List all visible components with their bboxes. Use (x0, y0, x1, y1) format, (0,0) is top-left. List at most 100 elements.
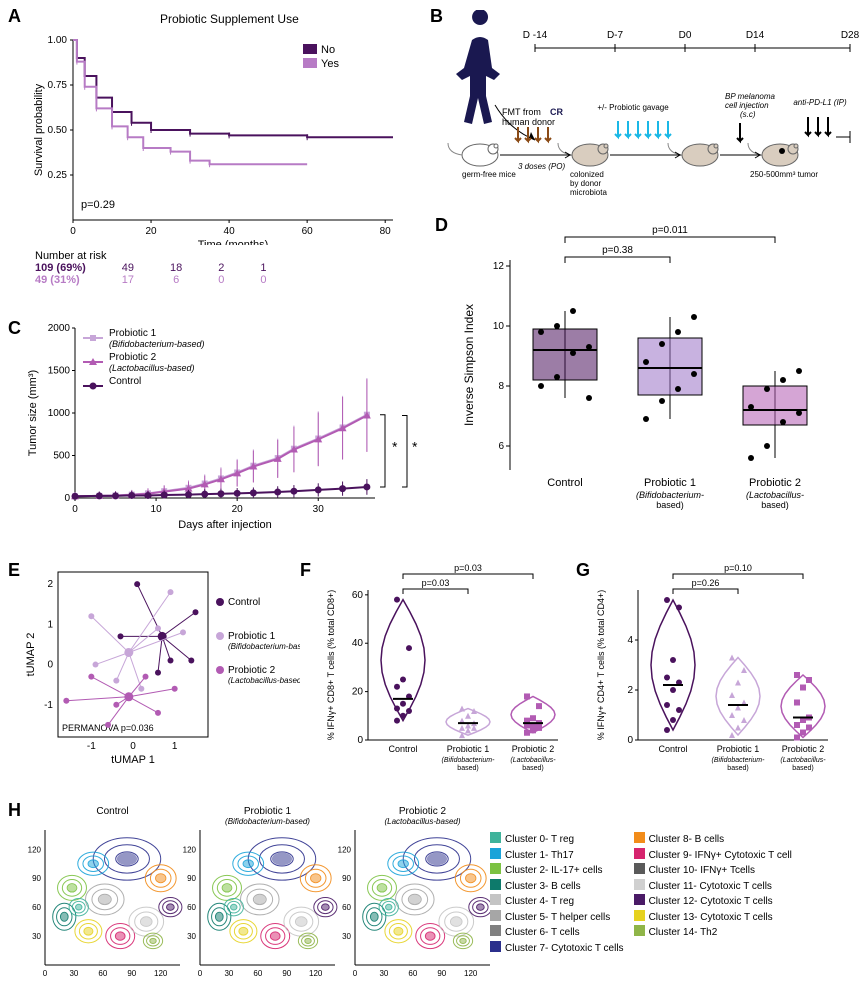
svg-text:0.50: 0.50 (48, 125, 68, 136)
svg-text:0: 0 (43, 969, 48, 978)
svg-text:0: 0 (130, 741, 136, 752)
svg-text:(Bifidobacterium-: (Bifidobacterium- (442, 757, 496, 764)
panelA-risk-table: Number at risk 109 (69%)49182149 (31%)17… (35, 250, 285, 286)
svg-text:60: 60 (302, 226, 314, 237)
svg-text:(Lactobacillus-based): (Lactobacillus-based) (109, 363, 195, 373)
svg-text:germ-free mice: germ-free mice (462, 170, 516, 179)
svg-text:250-500mm³ tumor: 250-500mm³ tumor (750, 170, 818, 179)
svg-text:Days after injection: Days after injection (178, 519, 272, 531)
svg-text:(Bifidobacterium-based): (Bifidobacterium-based) (228, 642, 300, 651)
svg-text:(Lactobacillus-: (Lactobacillus- (780, 757, 826, 764)
svg-text:40: 40 (352, 638, 364, 649)
svg-text:Probiotic 2: Probiotic 2 (512, 744, 555, 754)
svg-text:-1: -1 (44, 700, 53, 711)
svg-text:20: 20 (352, 687, 364, 698)
svg-text:0: 0 (72, 504, 78, 515)
svg-text:Probiotic 2: Probiotic 2 (228, 665, 276, 676)
svg-text:20: 20 (232, 504, 244, 515)
svg-text:1.00: 1.00 (48, 35, 68, 46)
svg-text:D28: D28 (841, 30, 860, 41)
svg-text:Probiotic 1: Probiotic 1 (717, 744, 760, 754)
svg-text:Probiotic 1: Probiotic 1 (244, 806, 292, 817)
label-A: A (8, 6, 21, 27)
svg-text:60: 60 (408, 969, 417, 978)
svg-text:p=0.38: p=0.38 (602, 245, 633, 256)
svg-text:Survival probability: Survival probability (33, 83, 45, 176)
svg-text:p=0.29: p=0.29 (81, 199, 115, 211)
svg-text:0: 0 (353, 969, 358, 978)
svg-text:based): based) (727, 765, 748, 772)
svg-text:Probiotic 1: Probiotic 1 (109, 328, 157, 339)
svg-text:Control: Control (388, 744, 417, 754)
svg-text:60: 60 (98, 969, 107, 978)
svg-text:0: 0 (627, 735, 633, 746)
svg-text:% IFNγ+ CD8+ T cells (% total: % IFNγ+ CD8+ T cells (% total CD8+) (326, 590, 336, 740)
panelD-boxplot: 681012Inverse Simpson IndexControlProbio… (455, 215, 865, 545)
svg-text:0: 0 (47, 660, 53, 671)
svg-text:Time (months): Time (months) (198, 239, 269, 245)
svg-text:(Bifidobacterium-based): (Bifidobacterium-based) (225, 817, 310, 826)
svg-text:anti-PD-L1 (IP): anti-PD-L1 (IP) (793, 98, 847, 107)
svg-text:1: 1 (47, 619, 53, 630)
svg-text:(Lactobacillus-: (Lactobacillus- (746, 490, 804, 500)
svg-text:120: 120 (154, 969, 168, 978)
svg-text:BP melanoma: BP melanoma (725, 92, 776, 101)
svg-text:based): based) (457, 765, 478, 772)
svg-text:10: 10 (151, 504, 163, 515)
svg-text:4: 4 (627, 635, 633, 646)
svg-text:*: * (412, 438, 418, 454)
svg-text:2: 2 (627, 685, 633, 696)
panelB-schematic: D -14D-7D0D14D28FMT from CRhuman donorge… (440, 10, 860, 220)
svg-text:Probiotic 2: Probiotic 2 (749, 477, 801, 489)
svg-text:120: 120 (183, 845, 197, 854)
svg-text:by donor: by donor (570, 179, 601, 188)
svg-text:60: 60 (32, 903, 41, 912)
svg-text:based): based) (522, 765, 543, 772)
svg-text:(Bifidobacterium-based): (Bifidobacterium-based) (109, 339, 205, 349)
svg-text:(Bifidobacterium-: (Bifidobacterium- (636, 490, 704, 500)
svg-text:90: 90 (187, 874, 196, 883)
panelC-tumor-growth: 05001000150020000102030Days after inject… (20, 318, 440, 548)
label-E: E (8, 560, 20, 581)
svg-text:90: 90 (342, 874, 351, 883)
svg-text:80: 80 (380, 226, 392, 237)
svg-text:Control: Control (228, 597, 260, 608)
svg-text:Tumor size (mm³): Tumor size (mm³) (27, 370, 39, 456)
svg-text:10: 10 (493, 321, 505, 332)
svg-text:60: 60 (253, 969, 262, 978)
svg-text:Control: Control (547, 477, 582, 489)
svg-text:2: 2 (47, 579, 53, 590)
svg-text:Probiotic 1: Probiotic 1 (228, 631, 276, 642)
svg-text:6: 6 (498, 441, 504, 452)
svg-text:0.75: 0.75 (48, 80, 68, 91)
svg-text:40: 40 (224, 226, 236, 237)
svg-text:colonized: colonized (570, 170, 604, 179)
svg-text:Probiotic 2: Probiotic 2 (109, 352, 157, 363)
svg-text:tUMAP 2: tUMAP 2 (25, 633, 37, 677)
svg-text:2000: 2000 (48, 323, 71, 334)
svg-text:500: 500 (53, 451, 70, 462)
svg-text:(Lactobacillus-based): (Lactobacillus-based) (228, 676, 300, 685)
svg-text:Probiotic 1: Probiotic 1 (644, 477, 696, 489)
svg-text:90: 90 (127, 969, 136, 978)
svg-text:D14: D14 (746, 30, 765, 41)
svg-text:p=0.011: p=0.011 (652, 225, 688, 236)
panelG-violin-cd4: 024% IFNγ+ CD4+ T cells (% total CD4+)Co… (590, 560, 850, 790)
svg-text:(Lactobacillus-based): (Lactobacillus-based) (384, 817, 460, 826)
svg-text:30: 30 (313, 504, 325, 515)
svg-text:120: 120 (464, 969, 478, 978)
svg-text:cell injection: cell injection (725, 101, 769, 110)
svg-text:30: 30 (224, 969, 233, 978)
svg-text:Probiotic 2: Probiotic 2 (782, 744, 825, 754)
svg-text:Probiotic 2: Probiotic 2 (399, 806, 447, 817)
svg-text:1: 1 (172, 741, 178, 752)
svg-text:8: 8 (498, 381, 504, 392)
svg-text:(Lactobacillus-: (Lactobacillus- (510, 757, 556, 764)
svg-text:30: 30 (342, 932, 351, 941)
panelA-km-plot: 0.250.500.751.00020406080Time (months)Su… (28, 10, 418, 245)
svg-text:0.25: 0.25 (48, 170, 68, 181)
svg-text:(Bifidobacterium-: (Bifidobacterium- (712, 757, 766, 764)
svg-text:1000: 1000 (48, 408, 71, 419)
svg-text:Control: Control (658, 744, 687, 754)
svg-text:60: 60 (352, 590, 364, 601)
